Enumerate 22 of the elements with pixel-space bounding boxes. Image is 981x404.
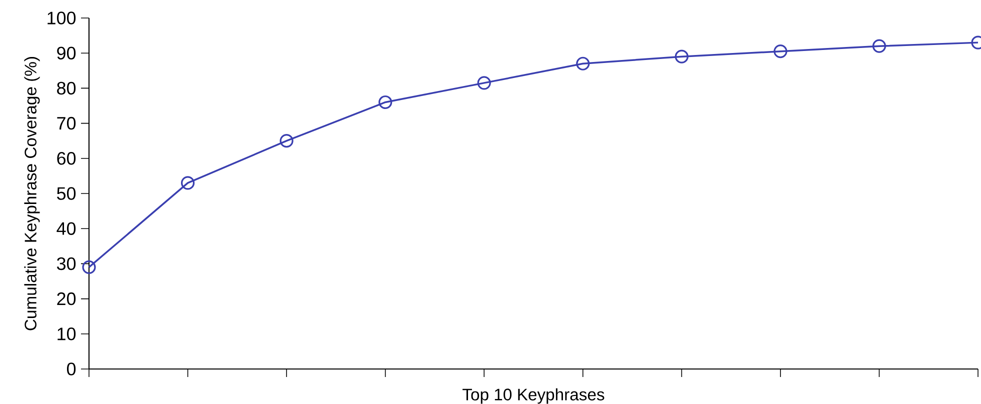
point: [872, 39, 886, 53]
y-tick-label: 80: [57, 82, 76, 95]
y-tick-label: 50: [56, 187, 76, 200]
point: [477, 76, 491, 90]
point: [378, 95, 392, 110]
point: [774, 44, 788, 58]
y-tick-label: 100: [48, 12, 76, 24]
y-axis-title: Cumulative Keyphrase Coverage (%): [24, 57, 40, 330]
y-tick-label: 0: [66, 362, 76, 376]
y-tick-label: 10: [58, 328, 76, 340]
point: [576, 56, 590, 70]
y-tick-label: 20: [57, 292, 76, 306]
point: [674, 50, 688, 64]
y-tick-label: 30: [56, 257, 76, 270]
point: [280, 134, 294, 148]
y-tick-label: 40: [56, 222, 76, 235]
point: [180, 176, 195, 190]
y-tick-label: 60: [57, 152, 76, 165]
y-tick-label: 70: [57, 116, 76, 130]
point: [82, 260, 96, 274]
y-tick-label: 90: [57, 46, 76, 60]
x-axis-title: Top 10 Keyphrases: [462, 388, 604, 404]
